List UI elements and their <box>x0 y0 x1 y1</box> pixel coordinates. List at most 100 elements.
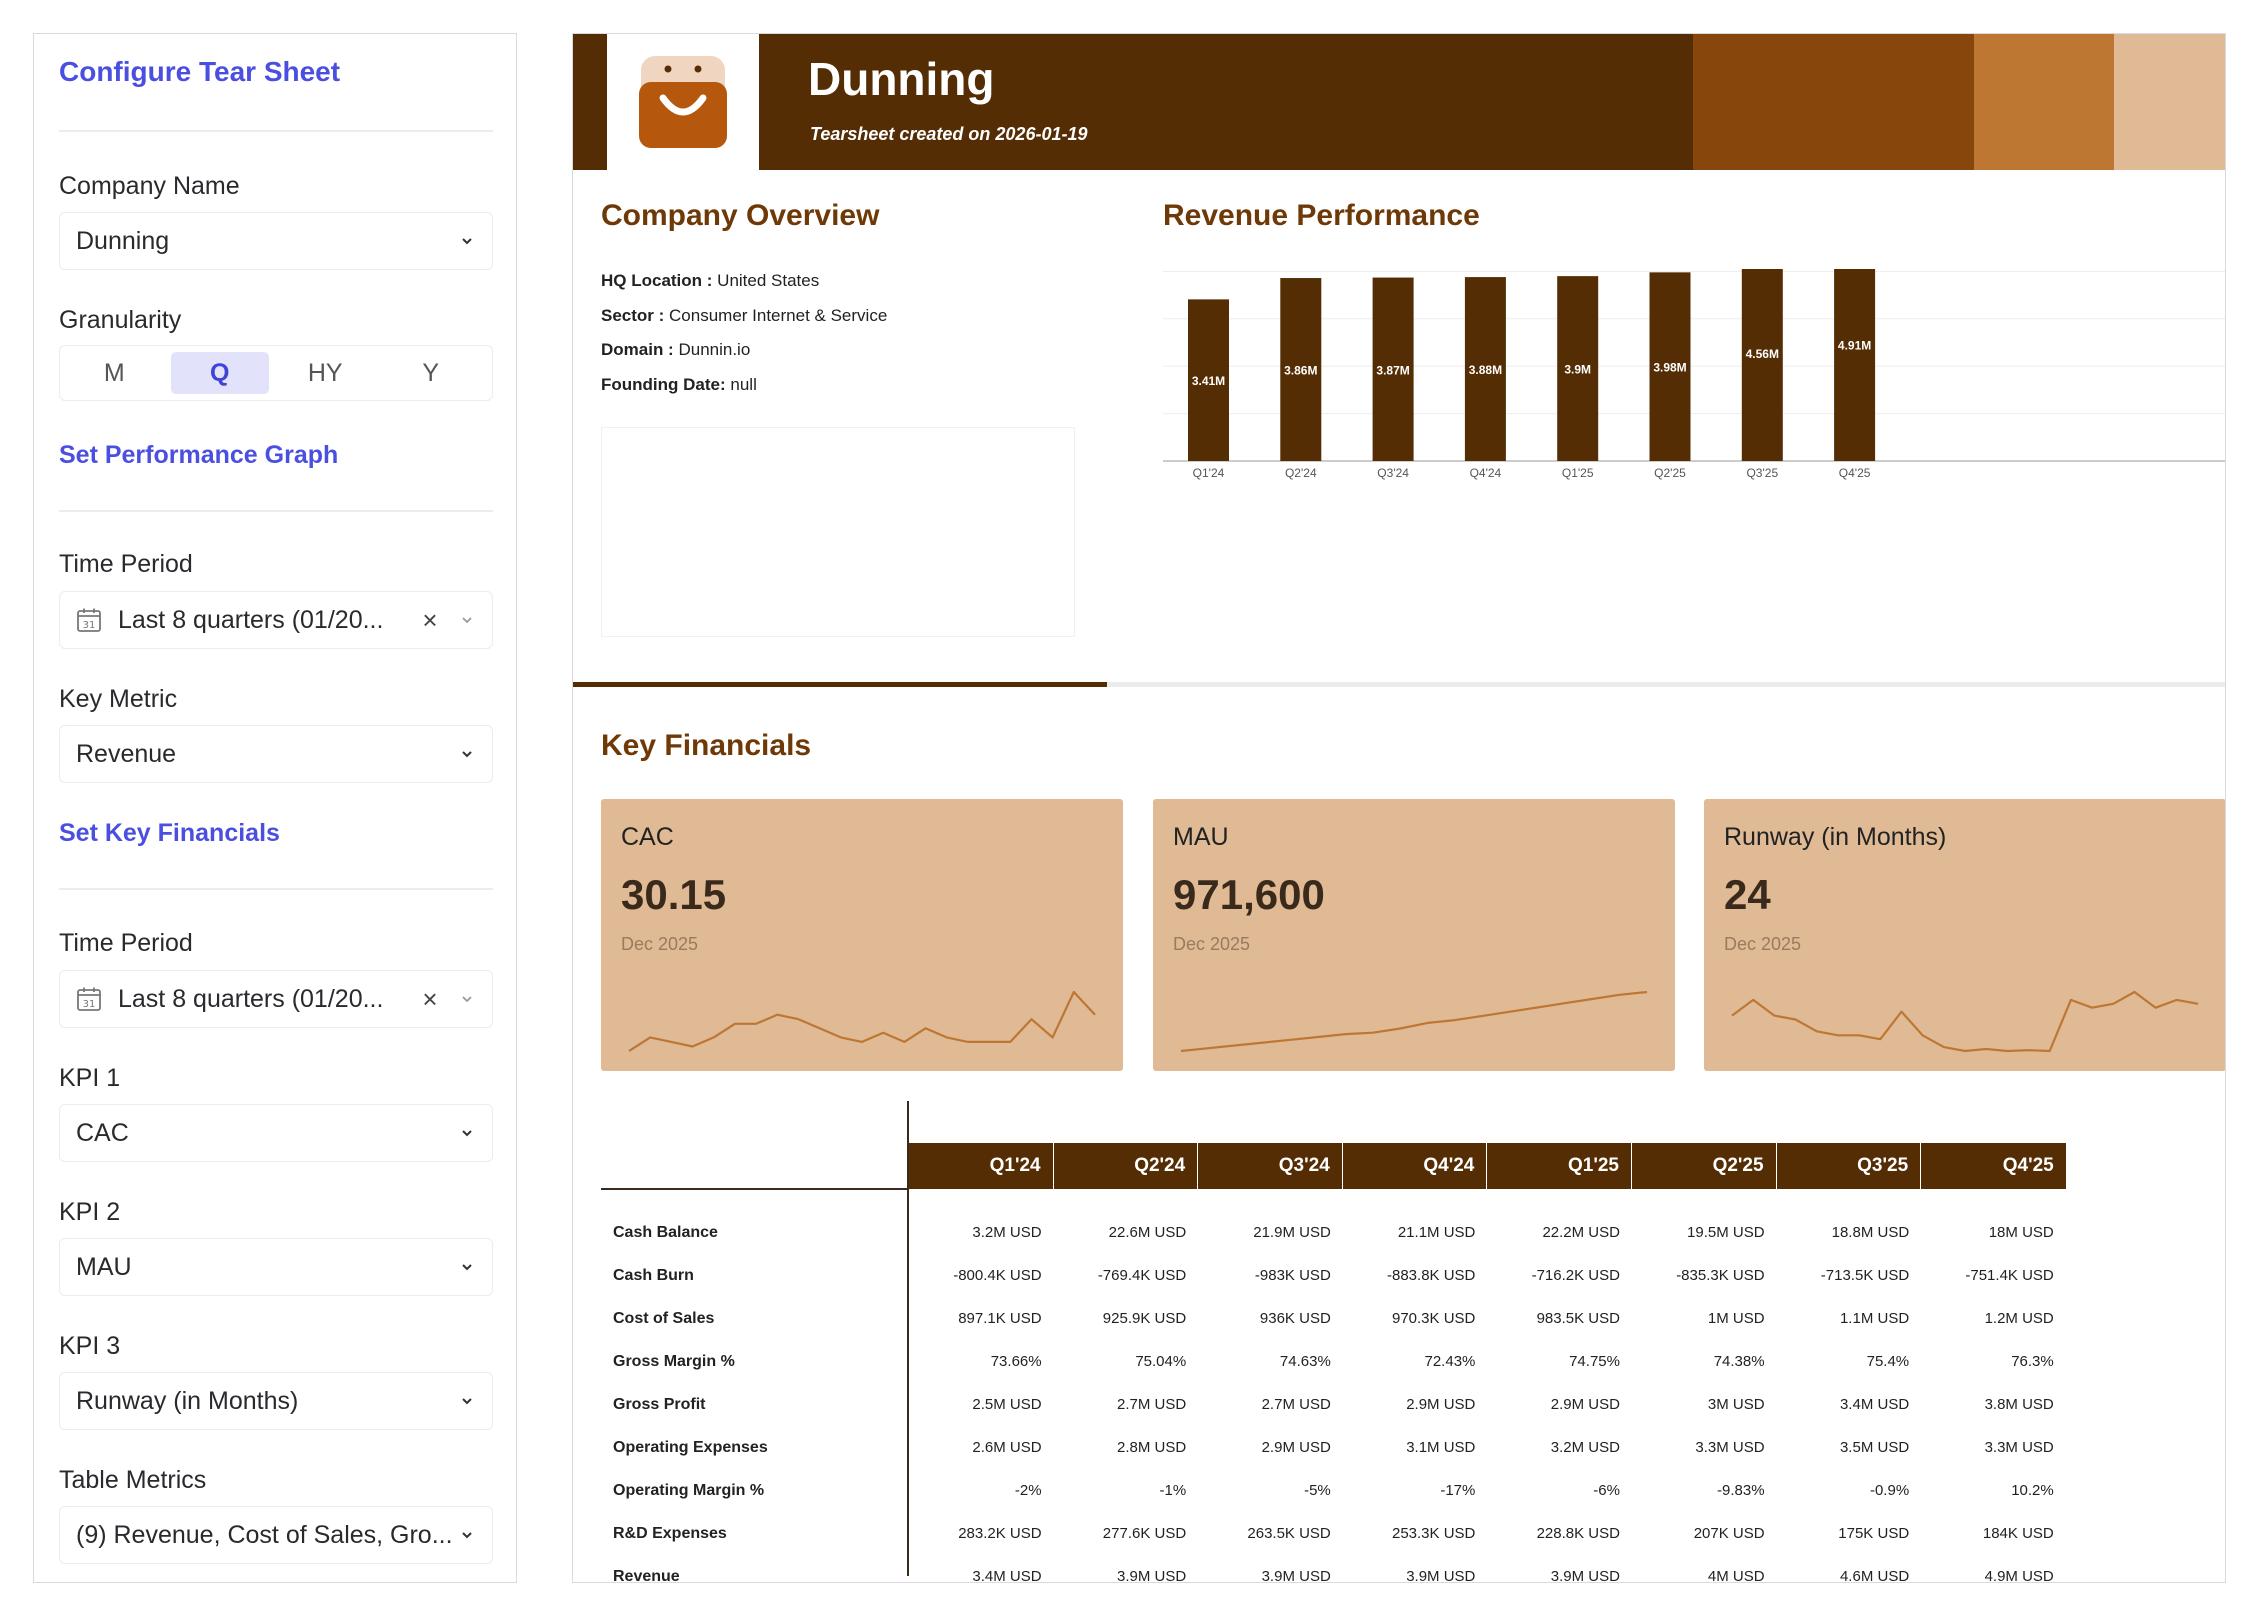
shopping-bag-icon <box>639 56 727 148</box>
table-cell: 3.3M USD <box>1695 1439 1765 1456</box>
kpi3-value: Runway (in Months) <box>76 1386 299 1415</box>
key-metric-select[interactable]: Revenue <box>59 725 493 783</box>
table-cell: 3.8M USD <box>1984 1396 2054 1413</box>
divider <box>59 510 493 512</box>
table-cell: 74.75% <box>1569 1353 1620 1370</box>
clear-icon[interactable]: × <box>422 984 438 1014</box>
revenue-bar <box>1557 276 1599 461</box>
tearsheet-report: Dunning Tearsheet created on 2026-01-19 … <box>572 33 2226 1583</box>
kpi2-select[interactable]: MAU <box>59 1238 493 1296</box>
table-cell: 74.63% <box>1279 1353 1331 1370</box>
granularity-option-m[interactable]: M <box>103 358 125 387</box>
revenue-heading: Revenue Performance <box>1163 199 1480 232</box>
kpi-date: Dec 2025 <box>621 934 699 954</box>
chevron-down-icon <box>460 1528 474 1542</box>
revenue-bar <box>1649 272 1691 461</box>
table-cell: 10.2% <box>2011 1482 2054 1499</box>
revenue-bar <box>1834 269 1876 461</box>
table-cell: 3.1M USD <box>1406 1439 1476 1456</box>
table-column-header: Q4'24 <box>1342 1143 1488 1189</box>
report-banner: Dunning Tearsheet created on 2026-01-19 <box>573 34 2225 170</box>
revenue-bar <box>1280 278 1322 461</box>
chevron-down-icon <box>460 992 474 1006</box>
kpi-date: Dec 2025 <box>1173 934 1251 954</box>
x-tick-label: Q1'25 <box>1562 466 1594 480</box>
kpi-value: 24 <box>1724 871 1771 918</box>
table-cell: 3.2M USD <box>972 1224 1042 1241</box>
x-tick-label: Q4'25 <box>1839 466 1871 480</box>
bar-data-label: 3.87M <box>1376 363 1409 377</box>
table-divider <box>907 1101 909 1576</box>
table-cell: 263.5K USD <box>1247 1525 1331 1542</box>
kpi3-select[interactable]: Runway (in Months) <box>59 1372 493 1430</box>
company-value: Dunning <box>76 226 170 255</box>
svg-text:31: 31 <box>83 999 96 1010</box>
company-title: Dunning <box>808 53 995 105</box>
table-metrics-select[interactable]: (9) Revenue, Cost of Sales, Gro... <box>59 1506 493 1564</box>
kpi-card-mau: MAU 971,600 Dec 2025 <box>1153 799 1675 1071</box>
overview-hq: HQ Location : United States <box>601 271 820 290</box>
table-cell: 21.9M USD <box>1253 1224 1331 1241</box>
scroll-progress-fill <box>573 682 1108 687</box>
table-cell: 73.66% <box>990 1353 1042 1370</box>
table-cell: 283.2K USD <box>958 1525 1042 1542</box>
chevron-down-icon <box>460 1260 474 1274</box>
perf-time-value: Last 8 quarters (01/20... <box>118 605 384 634</box>
table-metrics-label: Table Metrics <box>59 1466 207 1494</box>
kpi-value: 30.15 <box>621 871 727 918</box>
key-metric-value: Revenue <box>76 739 177 768</box>
table-cell: -2% <box>1014 1482 1042 1499</box>
table-column-header: Q1'24 <box>909 1143 1054 1189</box>
table-column-header: Q2'24 <box>1053 1143 1199 1189</box>
divider <box>59 888 493 890</box>
company-select[interactable]: Dunning <box>59 212 493 270</box>
table-cell: 925.9K USD <box>1102 1310 1187 1327</box>
table-cell: -751.4K USD <box>1965 1267 2054 1284</box>
table-cell: 207K USD <box>1693 1525 1765 1542</box>
bar-data-label: 3.86M <box>1284 364 1317 378</box>
table-row: Cash Balance 3.2M USD 22.6M USD 21.9M USD 21… <box>601 1211 2066 1254</box>
overview-sector: Sector : Consumer Internet & Service <box>601 306 888 325</box>
revenue-bar <box>1464 277 1506 461</box>
granularity-option-hy[interactable]: HY <box>307 358 343 387</box>
table-cell: 2.5M USD <box>972 1396 1042 1413</box>
table-cell: 184K USD <box>1982 1525 2054 1542</box>
table-row: Operating Expenses 2.6M USD 2.8M USD 2.9M U… <box>601 1426 2066 1469</box>
fin-time-value: Last 8 quarters (01/20... <box>118 984 384 1013</box>
row-label: Gross Profit <box>613 1395 706 1413</box>
row-label: Gross Margin % <box>613 1352 735 1370</box>
revenue-bar <box>1188 299 1229 461</box>
table-cell: 4M USD <box>1707 1568 1765 1583</box>
perf-time-picker[interactable]: 31 Last 8 quarters (01/20... × <box>59 591 493 649</box>
granularity-option-y[interactable]: Y <box>422 358 440 387</box>
table-cell: 2.7M USD <box>1117 1396 1187 1413</box>
bar-data-label: 3.98M <box>1653 361 1686 375</box>
banner-band <box>2114 34 2225 170</box>
x-tick-label: Q1'24 <box>1193 466 1225 480</box>
revenue-bar-chart: 3.41M Q1'24 3.86M Q2'24 3.87M Q3'24 3.88M Q4'24… <box>1163 269 2225 480</box>
kpi2-value: MAU <box>76 1252 132 1281</box>
clear-icon[interactable]: × <box>422 605 438 635</box>
granularity-option-q[interactable]: Q <box>170 352 269 394</box>
overview-description-box <box>601 427 1075 637</box>
company-logo <box>607 34 759 170</box>
svg-text:31: 31 <box>83 620 96 631</box>
kpi3-label: KPI 3 <box>59 1332 121 1360</box>
table-cell: 2.8M USD <box>1117 1439 1187 1456</box>
bar-data-label: 4.91M <box>1838 339 1871 353</box>
table-cell: 3.9M USD <box>1117 1568 1187 1583</box>
row-label: Cost of Sales <box>613 1309 715 1327</box>
table-cell: 19.5M USD <box>1687 1224 1765 1241</box>
table-cell: 1M USD <box>1707 1310 1765 1327</box>
fin-time-picker[interactable]: 31 Last 8 quarters (01/20... × <box>59 970 493 1028</box>
granularity-label: Granularity <box>59 306 182 334</box>
chevron-down-icon <box>460 613 474 627</box>
created-date: Tearsheet created on 2026-01-19 <box>810 124 1088 144</box>
kpi1-select[interactable]: CAC <box>59 1104 493 1162</box>
kpi-sparkline <box>1731 990 2199 1053</box>
table-cell: 3.5M USD <box>1839 1439 1910 1456</box>
table-cell: 228.8K USD <box>1536 1525 1620 1542</box>
kpi2-label: KPI 2 <box>59 1198 121 1226</box>
table-cell: 3.9M USD <box>1261 1568 1331 1583</box>
table-row: Gross Profit 2.5M USD 2.7M USD 2.7M USD 2.9M… <box>601 1383 2066 1426</box>
